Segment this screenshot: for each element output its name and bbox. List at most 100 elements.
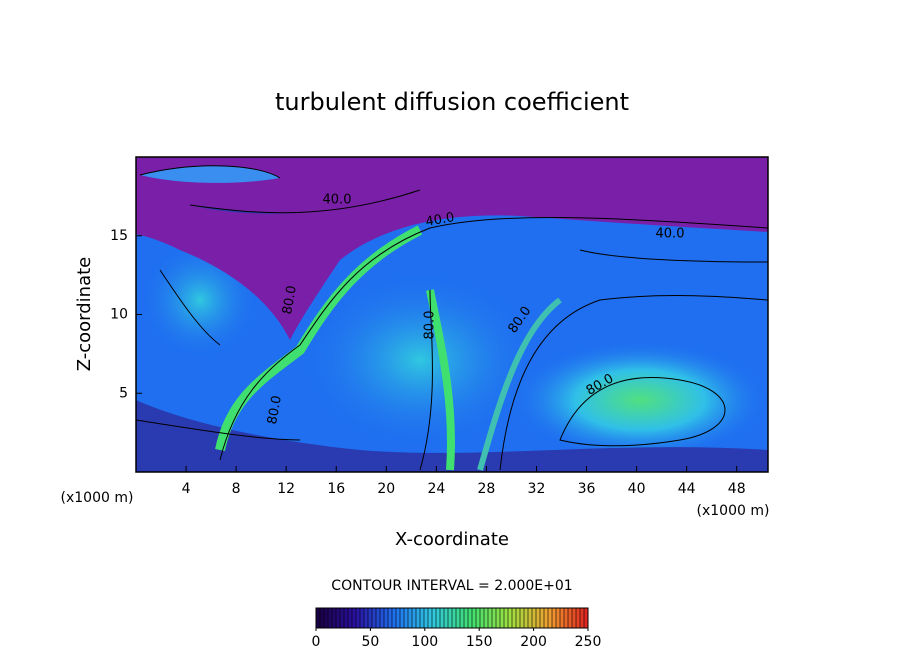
colorbar-cell xyxy=(440,608,445,628)
colorbar-cell xyxy=(480,608,485,628)
colorbar-cell xyxy=(540,608,545,628)
x-tick-label: 32 xyxy=(528,481,546,497)
y-tick-label: 15 xyxy=(110,228,128,244)
contour-interval: CONTOUR INTERVAL = 2.000E+01 xyxy=(331,578,572,594)
colorbar-cell xyxy=(556,608,561,628)
x-tick-label: 12 xyxy=(277,481,295,497)
colorbar-cell xyxy=(344,608,349,628)
colorbar-cell xyxy=(500,608,505,628)
colorbar-cell xyxy=(416,608,421,628)
colorbar-cell xyxy=(336,608,341,628)
colorbar-cell xyxy=(400,608,405,628)
colorbar-cell xyxy=(424,608,429,628)
chart-title: turbulent diffusion coefficient xyxy=(275,88,629,116)
colorbar-cell xyxy=(488,608,493,628)
colorbar-cell xyxy=(448,608,453,628)
x-tick-label: 20 xyxy=(377,481,395,497)
colorbar-cell xyxy=(536,608,541,628)
colorbar-frame xyxy=(315,607,589,629)
x-tick-label: 40 xyxy=(628,481,646,497)
contour-field xyxy=(136,157,768,472)
colorbar-cell xyxy=(384,608,389,628)
colorbar-cell xyxy=(368,608,373,628)
colorbar-cell xyxy=(432,608,437,628)
colorbar: 0 50 100 150 200 250 xyxy=(312,607,601,650)
contour-label: 40.0 xyxy=(656,227,685,242)
colorbar-tick-label: 0 xyxy=(312,634,321,650)
colorbar-cell xyxy=(364,608,369,628)
colorbar-tick-label: 50 xyxy=(361,634,379,650)
colorbar-cell xyxy=(528,608,533,628)
y-tick-label: 5 xyxy=(119,385,128,401)
colorbar-cell xyxy=(560,608,565,628)
colorbar-cell xyxy=(396,608,401,628)
colorbar-cell xyxy=(376,608,381,628)
colorbar-cell xyxy=(572,608,577,628)
contour-label: 40.0 xyxy=(424,210,455,230)
colorbar-cell xyxy=(412,608,417,628)
colorbar-cell xyxy=(332,608,337,628)
x-tick-label: 36 xyxy=(578,481,596,497)
colorbar-cell xyxy=(484,608,489,628)
colorbar-cell xyxy=(524,608,529,628)
colorbar-tick-label: 150 xyxy=(466,634,493,650)
colorbar-cell xyxy=(392,608,397,628)
x-tick-label: 44 xyxy=(678,481,696,497)
colorbar-cell xyxy=(372,608,377,628)
colorbar-cell xyxy=(444,608,449,628)
colorbar-cell xyxy=(356,608,361,628)
colorbar-cell xyxy=(464,608,469,628)
x-tick-label: 48 xyxy=(728,481,746,497)
contour-label: 80.0 xyxy=(423,311,438,340)
colorbar-cell xyxy=(316,608,321,628)
colorbar-tick-label: 200 xyxy=(520,634,547,650)
colorbar-cell xyxy=(324,608,329,628)
x-unit: (x1000 m) xyxy=(697,503,770,519)
colorbar-cell xyxy=(504,608,509,628)
colorbar-cell xyxy=(544,608,549,628)
colorbar-cell xyxy=(340,608,345,628)
colorbar-cell xyxy=(532,608,537,628)
colorbar-cell xyxy=(512,608,517,628)
y-unit: (x1000 m) xyxy=(61,490,134,506)
x-axis-label: X-coordinate xyxy=(395,529,509,550)
colorbar-tick-label: 100 xyxy=(411,634,438,650)
colorbar-cell xyxy=(408,608,413,628)
colorbar-cell xyxy=(320,608,325,628)
colorbar-cell xyxy=(328,608,333,628)
contour-label: 80.0 xyxy=(280,284,300,315)
x-tick-label: 16 xyxy=(327,481,345,497)
colorbar-cell xyxy=(460,608,465,628)
y-tick-label: 10 xyxy=(110,307,128,323)
colorbar-cell xyxy=(576,608,581,628)
colorbar-cell xyxy=(568,608,573,628)
colorbar-cell xyxy=(456,608,461,628)
y-axis-label: Z-coordinate xyxy=(74,257,95,372)
colorbar-cell xyxy=(380,608,385,628)
colorbar-cell xyxy=(404,608,409,628)
colorbar-cell xyxy=(452,608,457,628)
colorbar-cell xyxy=(508,608,513,628)
colorbar-cell xyxy=(472,608,477,628)
colorbar-cell xyxy=(348,608,353,628)
x-tick-label: 8 xyxy=(232,481,241,497)
colorbar-cell xyxy=(584,608,589,628)
contour-label: 40.0 xyxy=(323,193,352,208)
colorbar-cell xyxy=(352,608,357,628)
colorbar-cell xyxy=(496,608,501,628)
colorbar-cell xyxy=(548,608,553,628)
colorbar-cell xyxy=(428,608,433,628)
colorbar-cell xyxy=(476,608,481,628)
contour-label: 80.0 xyxy=(265,394,285,425)
colorbar-cell xyxy=(436,608,441,628)
colorbar-cell xyxy=(388,608,393,628)
colorbar-cell xyxy=(580,608,585,628)
colorbar-cell xyxy=(520,608,525,628)
colorbar-cell xyxy=(552,608,557,628)
colorbar-cell xyxy=(492,608,497,628)
colorbar-cell xyxy=(420,608,425,628)
colorbar-cell xyxy=(564,608,569,628)
x-tick-label: 24 xyxy=(427,481,445,497)
x-tick-label: 4 xyxy=(182,481,191,497)
